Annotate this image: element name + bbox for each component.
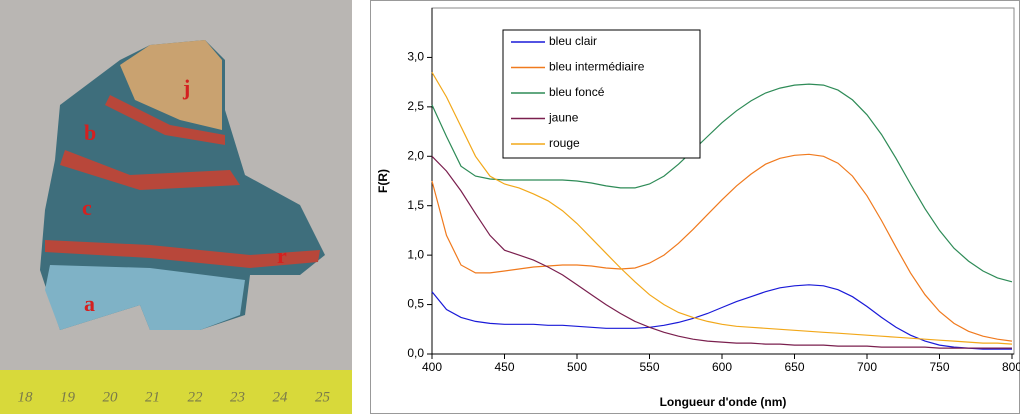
photo-label: b (84, 120, 96, 145)
series-line (431, 153, 1013, 342)
ruler-label: 21 (145, 389, 160, 405)
legend-label: rouge (549, 136, 580, 150)
legend-label: bleu intermédiaire (549, 60, 645, 74)
fragment-red-band (105, 95, 225, 145)
fragment-yellow (120, 40, 222, 130)
ruler-label: 20 (103, 389, 119, 405)
ruler-label: 25 (315, 389, 331, 405)
y-axis-label: F(R) (376, 169, 390, 193)
legend-label: bleu clair (549, 34, 597, 48)
x-tick-label: 650 (784, 360, 804, 374)
ruler-label: 19 (60, 389, 76, 405)
series-line (431, 155, 1012, 349)
y-tick-label: 2,5 (407, 99, 424, 113)
legend (502, 29, 701, 159)
y-tick-label: 0,0 (407, 346, 424, 360)
ruler-label: 23 (230, 389, 245, 405)
photo: j b c r a (0, 0, 352, 414)
photo-label: j (182, 75, 190, 100)
x-tick-label: 800 (1002, 360, 1020, 374)
x-tick-label: 400 (422, 360, 442, 374)
legend-label: jaune (548, 111, 579, 125)
x-tick-label: 600 (712, 360, 732, 374)
series-line (431, 83, 1013, 283)
y-tick-label: 1,0 (407, 247, 424, 261)
y-tick-label: 0,5 (407, 297, 424, 311)
x-tick-label: 550 (639, 360, 659, 374)
ruler-label: 18 (18, 389, 34, 405)
fragment-red-band (60, 150, 240, 190)
photo-label: c (82, 195, 92, 220)
photo-label: r (277, 243, 287, 268)
ruler-label: 24 (273, 389, 289, 405)
x-tick-label: 500 (567, 360, 587, 374)
fragment-light-blue (45, 265, 245, 330)
y-tick-label: 3,0 (407, 50, 424, 64)
ruler-label: 22 (188, 389, 204, 405)
x-axis-label: Longueur d'onde (nm) (660, 395, 787, 409)
x-tick-label: 700 (857, 360, 877, 374)
y-tick-label: 1,5 (407, 198, 424, 212)
ruler (0, 370, 352, 414)
x-tick-label: 450 (494, 360, 514, 374)
legend-label: bleu foncé (549, 85, 605, 99)
series-line (431, 71, 1013, 345)
x-tick-label: 750 (929, 360, 949, 374)
fragment-red-band (45, 240, 320, 268)
y-tick-label: 2,0 (407, 148, 424, 162)
photo-label: a (84, 291, 95, 316)
series-line (431, 284, 1012, 350)
